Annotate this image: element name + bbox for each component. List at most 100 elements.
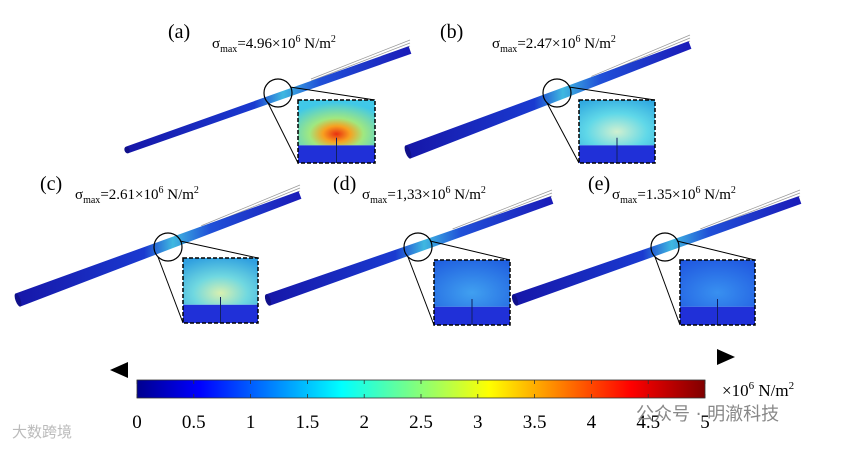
inset-frame: [182, 257, 259, 324]
text-part: 6: [446, 185, 451, 196]
panel-label: (c): [40, 173, 62, 195]
text-part: =: [517, 36, 525, 52]
text-part: 6: [296, 34, 301, 45]
zoom-circle: [153, 232, 183, 262]
text-part: =: [237, 36, 245, 52]
text-part: 2.61: [109, 187, 135, 203]
beam: [15, 191, 302, 307]
beam-outline: [452, 189, 553, 230]
text-part: 2: [331, 34, 336, 45]
text-part: 2: [731, 185, 736, 196]
colorbar-tick-label: 0: [132, 412, 142, 433]
zoom-line: [267, 102, 299, 164]
beam-outline: [310, 39, 411, 80]
colorbar-tick-label: 5: [700, 412, 710, 433]
beam: [405, 41, 692, 159]
colorbar-tick-label: 4.5: [636, 412, 660, 433]
beam-outline: [310, 42, 411, 82]
text-part: ×10: [722, 381, 749, 400]
text-part: 2: [481, 185, 486, 196]
inset-frame: [297, 99, 376, 164]
zoom-line: [157, 256, 184, 324]
beam-end: [14, 293, 22, 307]
colorbar-tick-label: 1: [246, 412, 256, 433]
zoom-line: [179, 240, 259, 259]
stress-label: σmax=4.96×106 N/m2: [212, 34, 336, 55]
text-part: ×10: [135, 187, 158, 203]
colorbar-unit: ×106 N/m2: [722, 380, 794, 400]
left-arrow: [110, 362, 128, 378]
stress-label: σmax=2.47×106 N/m2: [492, 34, 616, 55]
text-part: N/m: [581, 36, 612, 52]
text-part: ×10: [272, 36, 295, 52]
text-part: 6: [576, 34, 581, 45]
colorbar-tick-label: 3: [473, 412, 483, 433]
text-part: N/m: [754, 381, 788, 400]
text-part: 6: [159, 185, 164, 196]
zoom-circle: [650, 232, 680, 262]
text-part: N/m: [164, 187, 195, 203]
text-part: max: [620, 195, 637, 206]
watermark: 大数跨境: [12, 423, 72, 441]
inset-frame: [433, 259, 511, 326]
right-arrow: [717, 349, 735, 365]
beam-end: [264, 294, 272, 306]
text-part: =: [387, 187, 395, 203]
text-part: =: [637, 187, 645, 203]
text-part: 4.96: [246, 36, 273, 52]
panel-label: (e): [588, 173, 610, 195]
beam-end: [404, 145, 412, 159]
colorbar-tick-label: 1.5: [296, 412, 320, 433]
text-part: ×10: [552, 36, 575, 52]
zoom-line: [676, 240, 756, 261]
colorbar-tick-label: 0.5: [182, 412, 206, 433]
text-part: 2.47: [526, 36, 553, 52]
stress-label: σmax=1,33×106 N/m2: [362, 185, 486, 206]
text-part: 6: [696, 185, 701, 196]
beam-outline: [591, 34, 691, 77]
watermark: 公众号 · 明澈科技: [636, 404, 779, 425]
stress-label: σmax=2.61×106 N/m2: [75, 185, 199, 206]
beam: [513, 196, 802, 306]
text-part: ×10: [672, 187, 695, 203]
beam-end: [511, 294, 519, 306]
beam-outline: [201, 184, 301, 227]
zoom-circle: [403, 232, 433, 262]
beam: [266, 196, 554, 306]
text-part: 2: [789, 380, 795, 392]
text-part: max: [370, 195, 387, 206]
zoom-line: [654, 256, 681, 326]
beam-outline: [700, 189, 801, 230]
text-part: =: [100, 187, 108, 203]
inset-frame: [578, 99, 656, 164]
text-part: N/m: [301, 36, 332, 52]
zoom-line: [289, 86, 376, 101]
panel-label: (a): [168, 21, 190, 43]
text-part: 2: [611, 34, 616, 45]
text-part: 1,33: [396, 187, 422, 203]
text-part: 2: [194, 185, 199, 196]
stress-label: σmax=1.35×106 N/m2: [612, 185, 736, 206]
text-part: max: [500, 44, 517, 55]
zoom-circle: [263, 78, 293, 108]
colorbar-tick-label: 3.5: [523, 412, 547, 433]
text-part: N/m: [701, 187, 732, 203]
beam: [125, 46, 412, 154]
text-part: σ: [362, 187, 370, 203]
panel-label: (b): [440, 21, 463, 43]
text-part: 6: [749, 380, 755, 392]
colorbar-tick-label: 2.5: [409, 412, 433, 433]
colorbar-tick-label: 4: [587, 412, 597, 433]
colorbar-tick-label: 2: [359, 412, 369, 433]
text-part: N/m: [451, 187, 482, 203]
text-part: max: [220, 44, 237, 55]
zoom-line: [407, 256, 435, 326]
panel-label: (d): [333, 173, 356, 195]
text-part: 1.35: [646, 187, 672, 203]
zoom-line: [429, 240, 511, 261]
zoom-line: [546, 102, 580, 164]
zoom-line: [568, 86, 656, 101]
zoom-circle: [542, 78, 572, 108]
beam-end: [124, 146, 130, 154]
text-part: σ: [75, 187, 83, 203]
